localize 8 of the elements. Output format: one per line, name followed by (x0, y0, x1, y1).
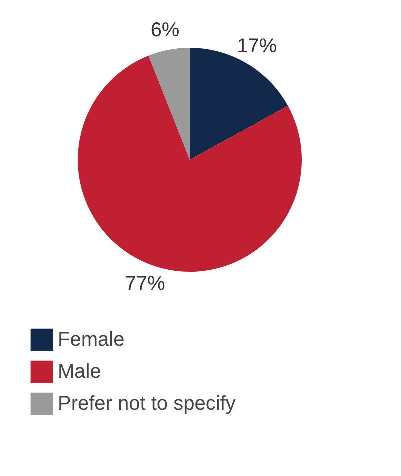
legend-label: Male (58, 361, 102, 383)
pie-slice (78, 56, 302, 272)
pie-slice (148, 48, 190, 160)
legend-label: Prefer not to specify (58, 393, 236, 415)
data-label: 17% (237, 35, 278, 58)
data-label: 77% (125, 273, 166, 296)
legend-label: Female (58, 329, 125, 351)
data-label: 6% (150, 19, 180, 42)
